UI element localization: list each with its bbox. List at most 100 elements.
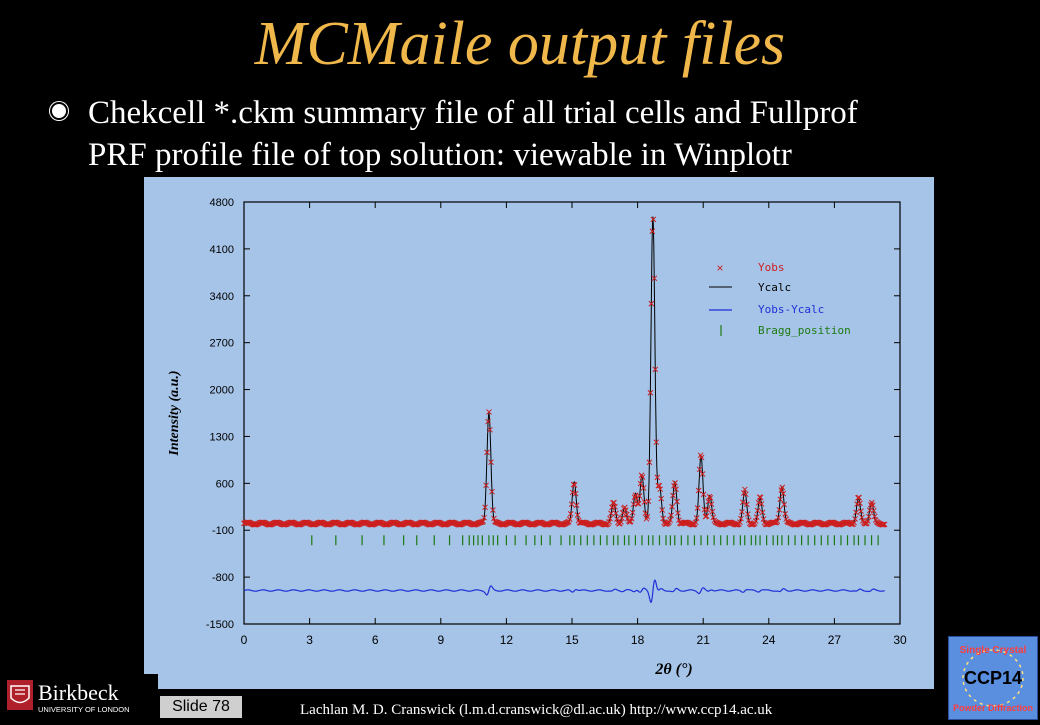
yobs-point (699, 471, 706, 477)
yobs-point (865, 513, 872, 520)
yobs-point (655, 482, 662, 489)
yobs-point (484, 449, 490, 456)
yobs-point (777, 496, 784, 503)
yobs-point (754, 507, 761, 514)
yobs-point (692, 519, 699, 526)
y-axis-label: Intensity (a.u.) (167, 370, 182, 456)
x-axis-label: 2θ (°) (654, 661, 692, 678)
legend-background (739, 249, 879, 345)
yobs-point (413, 521, 420, 528)
yobs-point (637, 480, 644, 487)
yobs-point (629, 509, 636, 516)
birkbeck-crest-icon (7, 680, 33, 710)
bullet-line-2: PRF profile file of top solution: viewab… (88, 137, 792, 173)
difference-series-line (243, 579, 885, 603)
yobs-point (652, 366, 659, 373)
ccp14-line2: CCP14 (964, 668, 1022, 688)
yobs-point (611, 499, 617, 506)
yobs-point (708, 501, 715, 508)
yobs-point (619, 515, 625, 521)
yobs-point (694, 505, 701, 511)
yobs-point (727, 519, 733, 526)
yobs-point (667, 517, 673, 523)
legend-item-difference: Yobs-Ycalc (709, 303, 824, 316)
yobs-point (755, 499, 762, 506)
yobs-point (614, 516, 620, 522)
x-tick-label: 6 (372, 633, 379, 647)
yobs-point (659, 507, 666, 513)
bragg-position-marks (311, 535, 879, 546)
y-tick-labels: 4800 4100 3400 2700 2000 1300 600 -100 -800 -1500 (206, 197, 234, 631)
yobs-point (639, 474, 646, 480)
yobs-point (698, 454, 705, 461)
yobs-point (658, 495, 665, 502)
yobs-point (782, 511, 789, 517)
x-tick-label: 30 (893, 633, 907, 647)
yobs-point (650, 216, 657, 223)
yobs-point (573, 502, 580, 509)
yobs-point (608, 510, 614, 517)
yobs-point (651, 275, 658, 282)
x-tick-label: 12 (500, 633, 514, 647)
diffraction-chart: 4800 4100 3400 2700 2000 1300 600 -100 -800 -1500… (167, 197, 907, 678)
y-tick-label: 2700 (210, 338, 234, 350)
yobs-point (571, 482, 578, 488)
yobs-point (656, 482, 663, 489)
yobs-point (648, 300, 655, 307)
x-tick-label: 3 (306, 633, 313, 647)
yobs-point (775, 514, 782, 521)
yobs-point (481, 514, 487, 521)
yobs-point (613, 510, 619, 517)
yobs-point (500, 521, 507, 528)
yobs-point (859, 514, 865, 521)
legend-difference-label: Yobs-Ycalc (758, 303, 824, 316)
ccp14-line3: Powder Diffraction (953, 703, 1033, 713)
y-tick-label: -800 (212, 572, 234, 584)
yobs-point (776, 506, 783, 513)
yobs-point (779, 484, 786, 491)
yobs-point (588, 521, 595, 528)
yobs-point (673, 486, 679, 493)
legend-bragg-label: Bragg_position (758, 324, 851, 337)
x-tick-label: 9 (437, 633, 444, 647)
yobs-point (740, 499, 746, 506)
yobs-point (486, 409, 492, 415)
yobs-point (569, 489, 576, 496)
yobs-point (672, 479, 678, 486)
yobs-point (606, 519, 612, 525)
chart-legend: × Yobs Ycalc Yobs-Ycalc Bragg_position (709, 249, 879, 345)
yobs-point (485, 418, 491, 425)
y-tick-label: -100 (212, 525, 234, 537)
yobs-point (362, 519, 368, 526)
yobs-point (880, 521, 887, 528)
yobs-point (668, 512, 674, 519)
yobs-point (710, 514, 717, 521)
x-tick-label: 27 (828, 633, 842, 647)
yobs-point (636, 493, 643, 499)
yobs-point (647, 389, 654, 396)
yobs-point (669, 503, 675, 510)
yobs-point (607, 515, 613, 522)
yobs-point (274, 519, 281, 526)
y-tick-label: 1300 (210, 431, 234, 443)
yobs-point (743, 501, 750, 508)
bullet-line-1: Chekcell *.ckm summary file of all trial… (88, 95, 858, 131)
yobs-point (670, 492, 676, 499)
yobs-point (646, 459, 653, 466)
x-tick-label: 0 (241, 633, 248, 647)
x-tick-label: 18 (631, 633, 645, 647)
yobs-point (660, 515, 667, 522)
legend-item-ycalc: Ycalc (709, 281, 791, 294)
yobs-point (696, 466, 703, 473)
y-tick-label: 4800 (210, 197, 234, 209)
yobs-point (704, 506, 711, 513)
yobs-point (858, 508, 864, 514)
slide-title: MCMaile output files (254, 10, 786, 78)
yobs-point (649, 228, 656, 235)
yobs-point (857, 500, 863, 507)
yobs-point (853, 509, 859, 516)
yobs-point (771, 519, 778, 526)
bullet-dot-icon (50, 102, 68, 120)
yobs-point (490, 507, 496, 513)
yobs-series-points (241, 216, 888, 528)
